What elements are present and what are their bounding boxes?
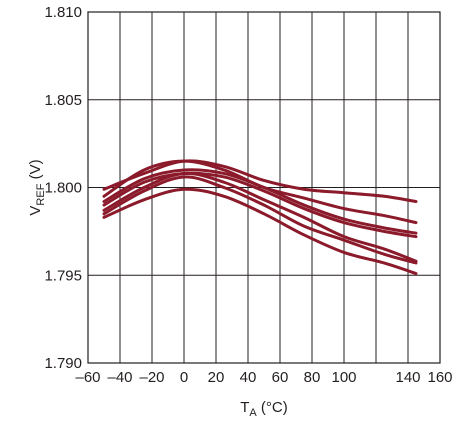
y-tick-label: 1.800 — [44, 180, 82, 197]
y-tick-labels: 1.790 1.795 1.800 1.805 1.810 — [44, 4, 82, 372]
series-line-1 — [102, 159, 418, 204]
y-axis-title: VREF (V) — [27, 159, 47, 215]
x-tick-label: 100 — [331, 369, 356, 386]
x-tick-label: 60 — [272, 369, 289, 386]
x-tick-label: 140 — [395, 369, 420, 386]
x-axis-title: TA (°C) — [240, 399, 288, 419]
y-tick-label: 1.795 — [44, 267, 82, 284]
x-tick-label: 80 — [304, 369, 321, 386]
x-tick-label: –60 — [75, 369, 100, 386]
series-line-4 — [102, 171, 418, 239]
x-tick-labels: –60 –40 –20 0 20 40 60 80 100 140 160 — [75, 369, 452, 386]
x-tick-label: 160 — [427, 369, 452, 386]
y-tick-label: 1.810 — [44, 4, 82, 21]
series-line-5 — [102, 171, 418, 263]
x-tick-label: –20 — [139, 369, 164, 386]
x-tick-label: 20 — [208, 369, 225, 386]
y-tick-label: 1.790 — [44, 355, 82, 372]
x-tick-label: –40 — [107, 369, 132, 386]
series-line-3 — [102, 168, 418, 235]
series-line-6 — [102, 175, 418, 265]
plot-frame — [87, 11, 441, 364]
x-tick-label: 0 — [180, 369, 188, 386]
series-line-7 — [102, 187, 418, 275]
x-tick-label: 40 — [240, 369, 257, 386]
series-lines — [102, 159, 418, 275]
y-tick-label: 1.805 — [44, 92, 82, 109]
